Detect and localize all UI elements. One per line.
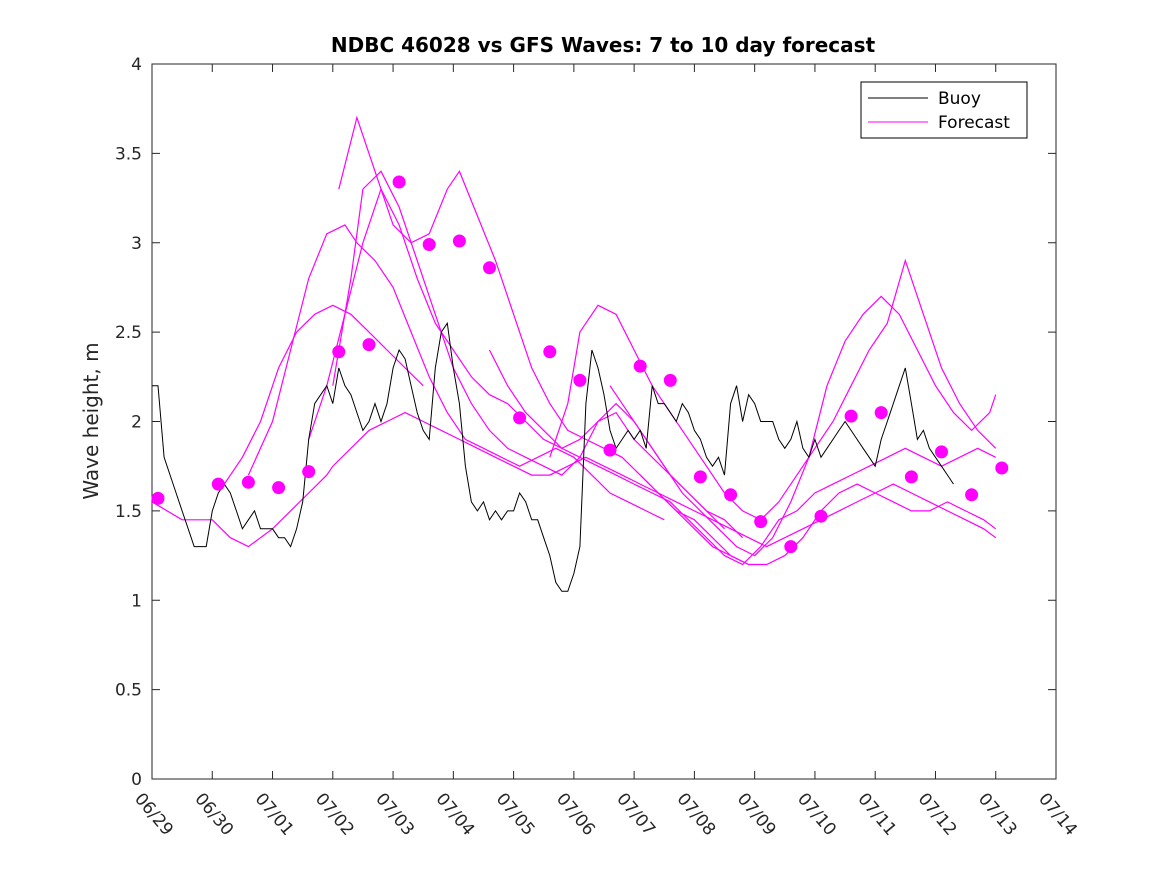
forecast-line-2 xyxy=(223,304,424,485)
forecast-line-1 xyxy=(151,411,997,548)
forecast-line-7 xyxy=(488,349,996,566)
forecast-marker xyxy=(362,338,376,352)
forecast-marker xyxy=(935,445,948,459)
forecast-marker xyxy=(904,470,918,484)
y-tick-label: 0.5 xyxy=(115,681,142,701)
forecast-line-3 xyxy=(247,224,665,521)
forecast-marker xyxy=(151,491,165,505)
y-tick-label: 4 xyxy=(131,55,142,75)
forecast-marker xyxy=(302,465,316,479)
forecast-marker xyxy=(483,261,496,275)
forecast-marker xyxy=(392,175,406,189)
y-tick-label: 0 xyxy=(131,770,142,790)
forecast-marker xyxy=(603,443,617,457)
forecast-marker xyxy=(513,411,527,425)
forecast-marker xyxy=(573,373,587,387)
plot-area xyxy=(151,63,1057,780)
forecast-marker xyxy=(241,475,255,489)
forecast-marker xyxy=(633,359,647,373)
forecast-marker xyxy=(272,481,286,495)
forecast-marker xyxy=(422,238,436,251)
forecast-marker xyxy=(844,409,858,423)
y-tick-label: 3.5 xyxy=(115,144,142,164)
forecast-marker xyxy=(543,345,557,359)
forecast-line-6 xyxy=(338,115,749,566)
y-tick-label: 1 xyxy=(131,591,142,611)
buoy-line xyxy=(152,321,954,592)
forecast-marker xyxy=(784,540,798,554)
forecast-marker xyxy=(754,515,768,529)
forecast-marker xyxy=(663,373,677,387)
y-axis: 0 0.5 1 1.5 2 2.5 3 3.5 4 xyxy=(115,55,1056,790)
legend-box xyxy=(860,81,1028,139)
forecast-marker xyxy=(693,470,707,484)
forecast-line-5 xyxy=(332,170,744,539)
legend: Buoy Forecast xyxy=(860,81,1028,139)
forecast-marker xyxy=(211,477,225,491)
y-tick-label: 3 xyxy=(131,234,142,254)
legend-label-forecast: Forecast xyxy=(938,113,1010,133)
forecast-marker xyxy=(965,488,979,502)
forecast-marker xyxy=(724,488,738,502)
forecast-marker xyxy=(332,345,346,359)
chart-title: NDBC 46028 vs GFS Waves: 7 to 10 day for… xyxy=(331,33,876,57)
legend-label-buoy: Buoy xyxy=(938,89,981,109)
y-tick-label: 2 xyxy=(131,413,142,433)
forecast-marker xyxy=(814,509,828,523)
y-axis-label: Wave height, m xyxy=(79,342,103,499)
y-tick-label: 1.5 xyxy=(115,502,142,522)
y-tick-label: 2.5 xyxy=(115,323,142,343)
forecast-marker xyxy=(874,406,888,420)
forecast-line-8 xyxy=(549,258,997,521)
forecast-marker xyxy=(995,461,1009,475)
forecast-marker xyxy=(452,234,466,248)
